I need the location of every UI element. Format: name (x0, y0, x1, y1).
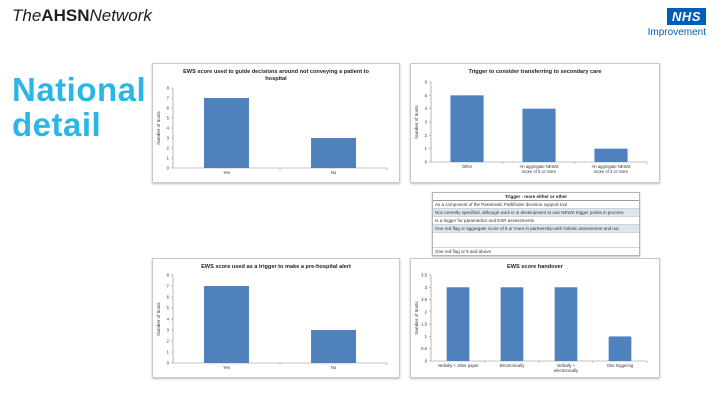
trigger-table-row: Is a trigger for paramedics and ESR asse… (433, 217, 639, 225)
y-tick-label: 8 (167, 86, 170, 91)
x-tick-label: One triggering (607, 363, 634, 368)
nhs-subtitle: Improvement (647, 27, 706, 38)
y-tick-label: 6 (425, 80, 428, 85)
y-tick-label: 2 (425, 133, 428, 138)
x-tick-label: Electronically (500, 363, 526, 368)
y-tick-label: 1 (425, 146, 428, 151)
bar (522, 108, 556, 162)
y-tick-label: 0 (425, 359, 428, 364)
y-tick-label: 3 (167, 136, 170, 141)
chart-panel-prehospital-alert: EWS score used as a trigger to make a pr… (152, 258, 400, 378)
bar (500, 287, 524, 361)
y-tick-label: 1 (425, 334, 428, 339)
y-tick-label: 4 (425, 106, 428, 111)
org-logo-pre: The (12, 6, 42, 25)
x-tick-label: score of 5 or more (522, 169, 557, 174)
y-tick-label: 2 (167, 339, 170, 344)
chart-transfer-trigger: Trigger to consider transferring to seco… (414, 69, 648, 174)
y-tick-label: 7 (167, 284, 170, 289)
bar (446, 287, 470, 361)
y-tick-label: 5 (167, 306, 170, 311)
bar (594, 148, 628, 162)
x-tick-label: An aggregate NEWS (520, 164, 559, 169)
org-logo-bold: AHSN (41, 6, 90, 25)
page-title: National detail (12, 72, 146, 142)
y-tick-label: 3 (167, 328, 170, 333)
bar (311, 330, 356, 363)
y-tick-label: 2.5 (421, 297, 427, 302)
y-axis-label: Number of trusts (414, 105, 419, 139)
chart-panel-transfer-trigger: Trigger to consider transferring to seco… (410, 63, 660, 183)
y-tick-label: 1.5 (421, 322, 427, 327)
y-tick-label: 0.5 (421, 346, 427, 351)
bar (311, 138, 356, 168)
trigger-options-table: Trigger - more either or other As a comp… (432, 192, 640, 256)
bar (554, 287, 578, 361)
page-title-line2: detail (12, 106, 102, 143)
chart-panel-handover: EWS score handover Number of trusts 0 0.5 1 1… (410, 258, 660, 378)
y-axis-label: Number of trusts (156, 302, 161, 336)
trigger-table-row: As a component of the Paramedic Pathfind… (433, 201, 639, 209)
y-tick-label: 1 (167, 350, 170, 355)
nhs-improvement-logo: NHS Improvement (646, 8, 706, 38)
chart-prehospital-alert: EWS score used as a trigger to make a pr… (156, 264, 388, 370)
y-axis-label: Number of trusts (414, 301, 419, 335)
trigger-table-header: Trigger - more either or other (433, 193, 639, 201)
y-tick-label: 5 (167, 116, 170, 121)
y-tick-label: 6 (167, 106, 170, 111)
y-tick-label: 8 (167, 273, 170, 278)
chart-title: EWS score used as a trigger to make a pr… (201, 264, 351, 270)
x-tick-label: No (331, 170, 337, 175)
x-tick-label: Verbally + other paper (437, 363, 479, 368)
y-tick-label: 7 (167, 96, 170, 101)
chart-panel-not-conveying: EWS score used to guide decisions around… (152, 63, 400, 183)
y-axis-label: Number of trusts (156, 111, 161, 145)
y-tick-label: 4 (167, 317, 170, 322)
bar (204, 286, 249, 363)
trigger-table-row (433, 233, 639, 248)
bar (450, 95, 484, 162)
y-tick-label: 3 (425, 120, 428, 125)
y-tick-label: 4 (167, 126, 170, 131)
org-logo: TheAHSNNetwork (12, 6, 152, 26)
x-tick-label: No (331, 365, 337, 370)
y-tick-label: 2 (425, 309, 428, 314)
org-logo-post: Network (89, 6, 152, 25)
x-tick-label: Verbally + (557, 363, 576, 368)
chart-title: EWS score handover (507, 264, 564, 270)
y-tick-label: 0 (167, 361, 170, 366)
bar (204, 98, 249, 168)
y-tick-label: 0 (167, 166, 170, 171)
y-tick-label: 3.5 (421, 273, 427, 278)
trigger-table-row: One red flag or 5 and above (435, 249, 492, 254)
trigger-table-row: Not currently specified, although work i… (433, 209, 639, 217)
y-tick-label: 5 (425, 93, 428, 98)
chart-title: hospital (265, 76, 287, 82)
y-tick-label: 3 (425, 285, 428, 290)
x-tick-label: An aggregate NEWS (592, 164, 631, 169)
y-tick-label: 2 (167, 146, 170, 151)
x-tick-label: Yes (223, 170, 230, 175)
x-tick-label: score of 3 or more (594, 169, 629, 174)
x-tick-label: Yes (223, 365, 230, 370)
chart-handover: EWS score handover Number of trusts 0 0.5 1 1… (414, 264, 648, 373)
y-tick-label: 1 (167, 156, 170, 161)
trigger-table-row: One red flag or aggregate score of 5 or … (433, 225, 639, 233)
y-tick-label: 6 (167, 295, 170, 300)
page-title-line1: National (12, 71, 147, 108)
y-tick-label: 0 (425, 160, 428, 165)
nhs-badge: NHS (667, 8, 706, 25)
x-tick-label: electronically (554, 368, 579, 373)
bar (608, 336, 632, 361)
chart-title: EWS score used to guide decisions around… (183, 69, 369, 75)
x-tick-label: Other (462, 164, 473, 169)
chart-title: Trigger to consider transferring to seco… (468, 69, 601, 75)
chart-not-conveying: EWS score used to guide decisions around… (156, 69, 388, 175)
